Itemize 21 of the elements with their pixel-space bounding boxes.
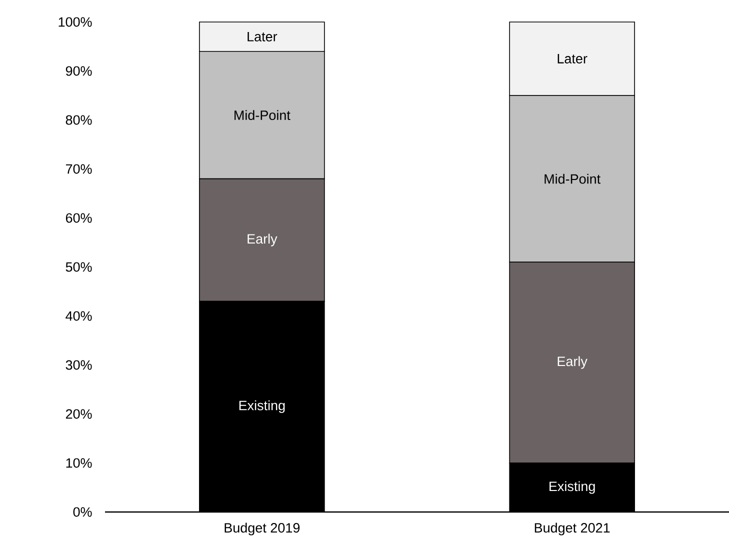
y-tick-label: 40% xyxy=(66,311,92,321)
text: Later xyxy=(558,54,588,64)
text: Mid-Point xyxy=(544,174,600,184)
y-tick-label: 60% xyxy=(66,213,92,223)
series-label: Early xyxy=(248,234,278,246)
y-tick-label: 90% xyxy=(66,66,92,76)
y-tick-label: 100% xyxy=(58,17,92,27)
y-tick-label: 50% xyxy=(66,262,92,272)
series-label: Existing xyxy=(550,481,595,494)
y-tick-label: 30% xyxy=(66,360,92,370)
text: Early xyxy=(558,356,588,369)
y-tick-label: 10% xyxy=(66,458,92,468)
x-tick-label: Budget 2019 xyxy=(224,522,300,536)
y-tick-label: 0% xyxy=(73,507,92,517)
x-tick-label: Budget 2021 xyxy=(534,522,610,536)
y-tick-label: 80% xyxy=(66,115,92,125)
series-label: Later xyxy=(248,32,278,42)
y-tick-label: 20% xyxy=(66,409,92,419)
series-label: Mid-Point xyxy=(234,110,290,120)
y-tick-label: 70% xyxy=(66,164,92,174)
text: Existing xyxy=(239,400,285,413)
